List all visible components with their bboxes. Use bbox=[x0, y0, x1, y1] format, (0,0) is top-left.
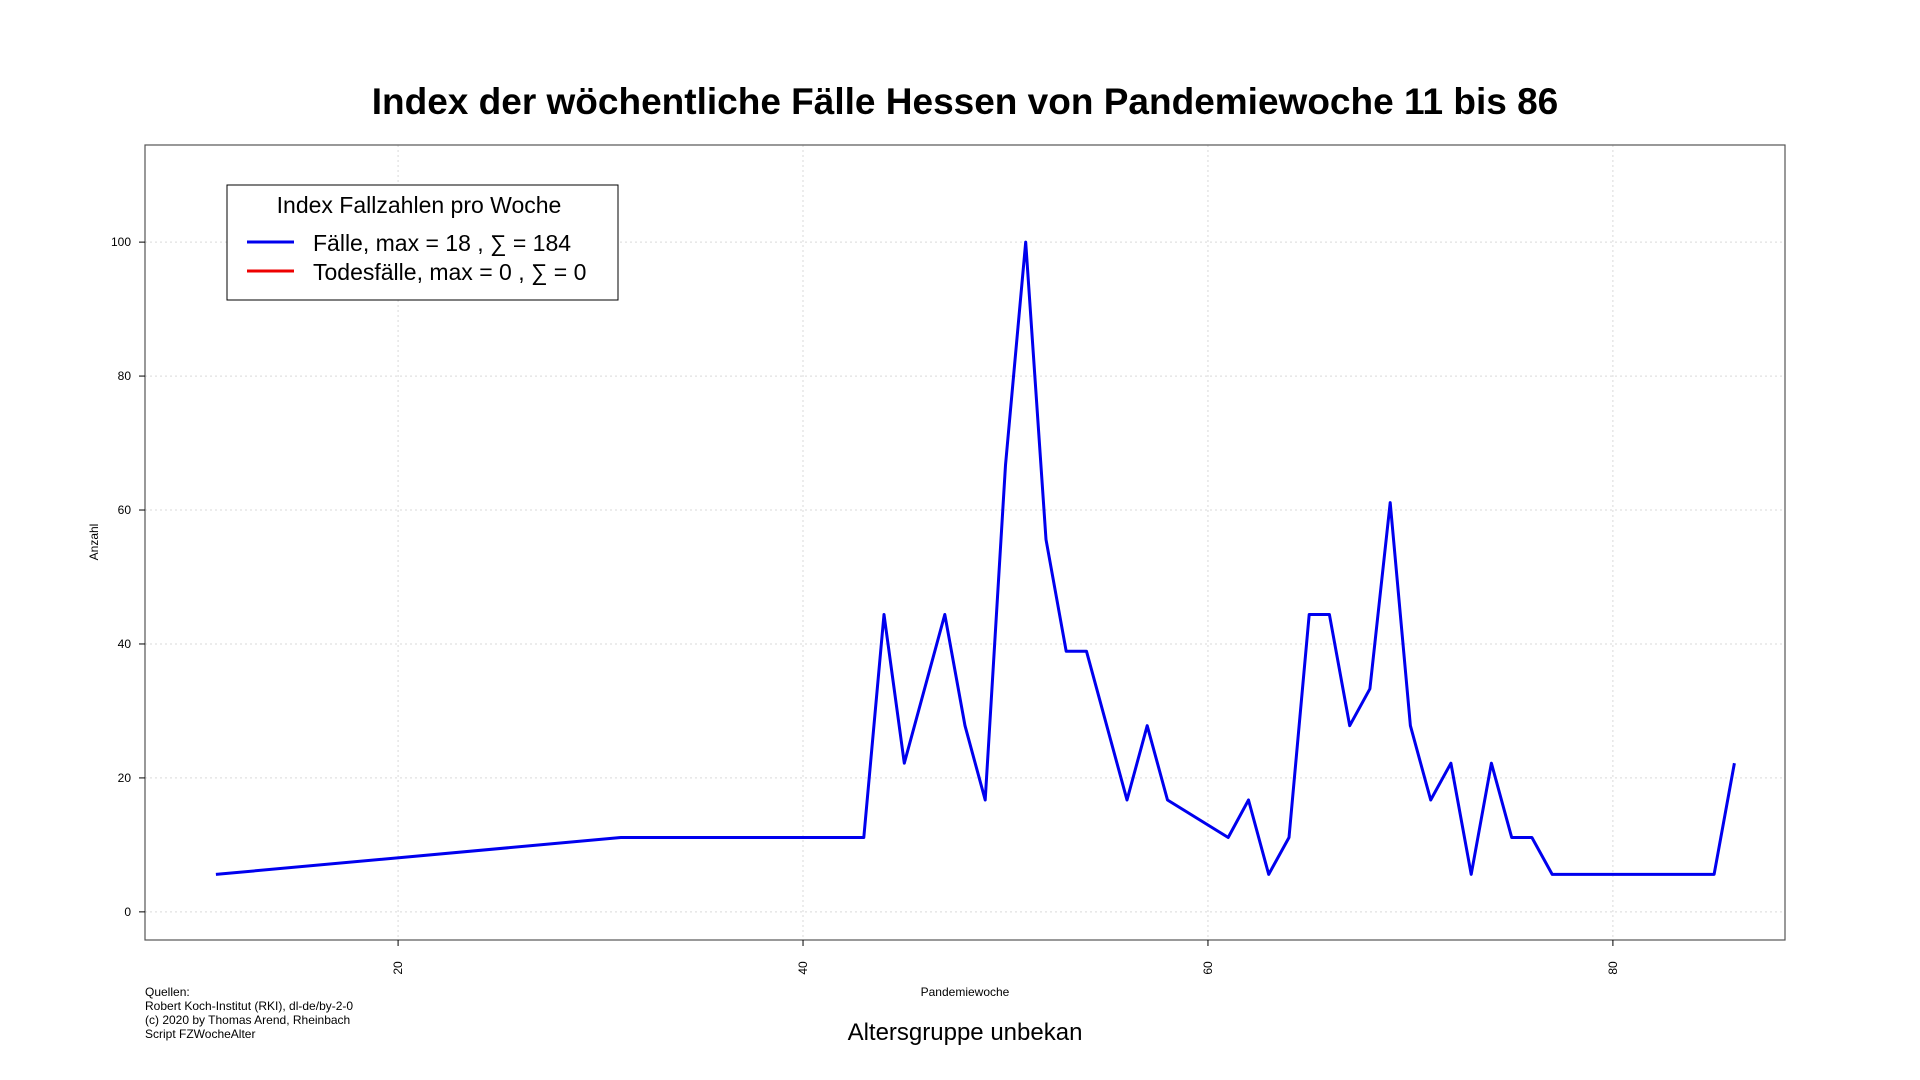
x-tick-label-20: 20 bbox=[391, 961, 405, 975]
legend-title: Index Fallzahlen pro Woche bbox=[277, 192, 562, 218]
y-tick-label-60: 60 bbox=[118, 503, 132, 517]
y-axis: 0 20 40 60 80 100 bbox=[111, 235, 145, 919]
y-axis-label: Anzahl bbox=[87, 524, 101, 561]
legend-entry-todesfaelle: Todesfälle, max = 0 , ∑ = 0 bbox=[313, 259, 586, 285]
source-line-4: Script FZWocheAlter bbox=[145, 1027, 255, 1041]
y-tick-label-20: 20 bbox=[118, 771, 132, 785]
chart-subtitle: Altersgruppe unbekan bbox=[848, 1019, 1083, 1046]
source-line-3: (c) 2020 by Thomas Arend, Rheinbach bbox=[145, 1013, 350, 1027]
source-line-2: Robert Koch-Institut (RKI), dl-de/by-2-0 bbox=[145, 999, 353, 1013]
y-tick-label-40: 40 bbox=[118, 637, 132, 651]
x-axis: 20 40 60 80 bbox=[391, 940, 1620, 975]
plot-frame bbox=[144, 144, 1786, 941]
y-tick-label-80: 80 bbox=[118, 369, 132, 383]
x-tick-label-60: 60 bbox=[1201, 961, 1215, 975]
source-note: Quellen: Robert Koch-Institut (RKI), dl-… bbox=[145, 985, 353, 1041]
y-tick-label-100: 100 bbox=[111, 235, 131, 249]
source-line-1: Quellen: bbox=[145, 985, 190, 999]
series-line-0 bbox=[215, 240, 1736, 876]
x-axis-label: Pandemiewoche bbox=[921, 985, 1010, 999]
x-tick-label-80: 80 bbox=[1606, 961, 1620, 975]
legend: Index Fallzahlen pro Woche Fälle, max = … bbox=[226, 184, 619, 301]
series-layer bbox=[215, 240, 1736, 876]
y-tick-label-0: 0 bbox=[124, 905, 131, 919]
grid bbox=[145, 145, 1785, 940]
chart-title: Index der wöchentliche Fälle Hessen von … bbox=[372, 81, 1559, 122]
legend-entry-faelle: Fälle, max = 18 , ∑ = 184 bbox=[313, 230, 571, 256]
x-tick-label-40: 40 bbox=[796, 961, 810, 975]
